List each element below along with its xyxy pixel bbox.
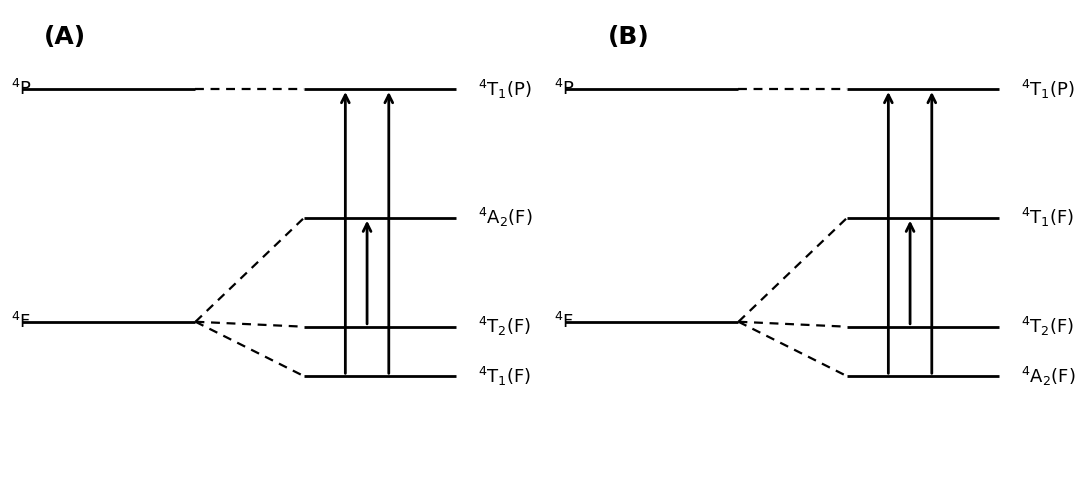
Text: $^4$F: $^4$F [11, 312, 30, 332]
Text: $^4$F: $^4$F [554, 312, 573, 332]
Text: $^4$T$_1$(F): $^4$T$_1$(F) [1021, 206, 1074, 229]
Text: (A): (A) [43, 25, 86, 49]
Text: $^4$T$_1$(P): $^4$T$_1$(P) [1021, 78, 1074, 100]
Text: $^4$A$_2$(F): $^4$A$_2$(F) [1021, 365, 1075, 388]
Text: $^4$T$_1$(F): $^4$T$_1$(F) [478, 365, 531, 388]
Text: (B): (B) [608, 25, 649, 49]
Text: $^4$T$_1$(P): $^4$T$_1$(P) [478, 78, 531, 100]
Text: $^4$T$_2$(F): $^4$T$_2$(F) [478, 315, 531, 338]
Text: $^4$P: $^4$P [11, 79, 31, 99]
Text: $^4$A$_2$(F): $^4$A$_2$(F) [478, 206, 532, 229]
Text: $^4$P: $^4$P [554, 79, 574, 99]
Text: $^4$T$_2$(F): $^4$T$_2$(F) [1021, 315, 1074, 338]
